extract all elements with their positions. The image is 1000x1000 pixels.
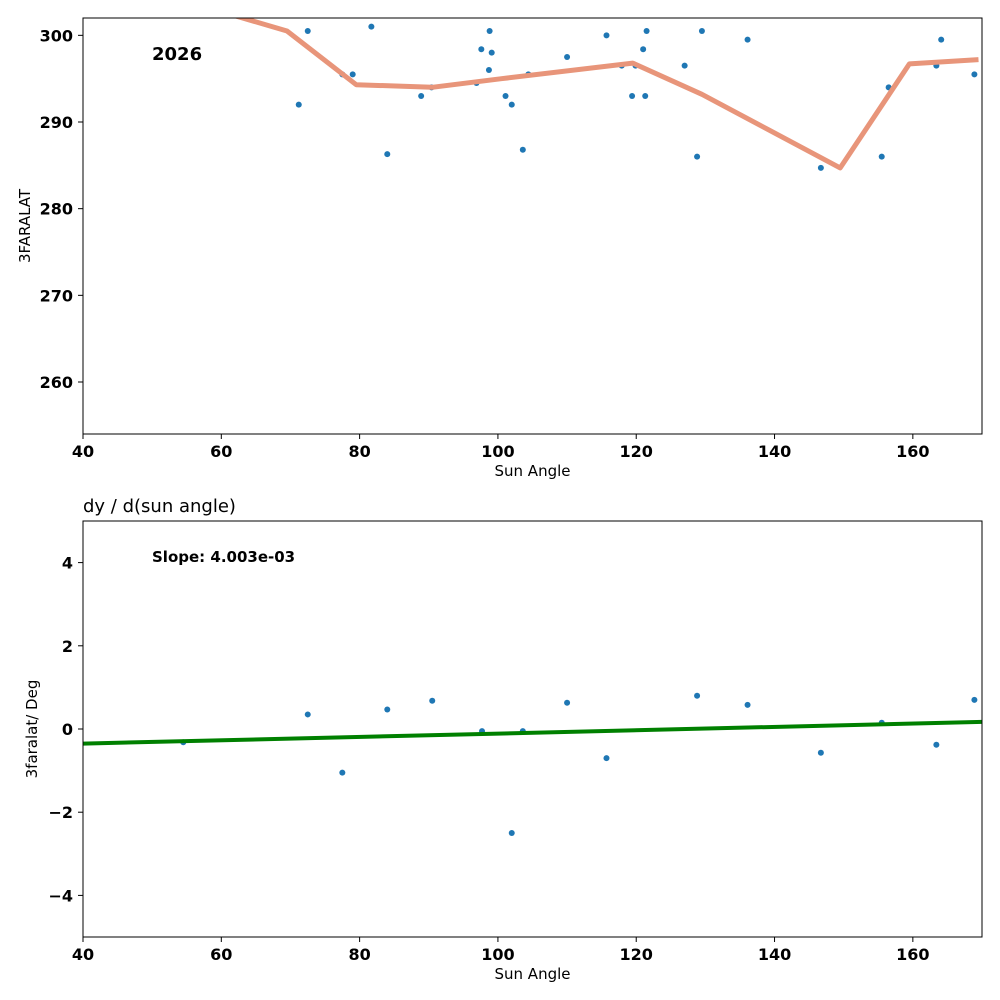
- data-point: [486, 28, 493, 34]
- data-point: [933, 741, 940, 748]
- data-point: [817, 749, 824, 756]
- data-point: [694, 692, 701, 699]
- data-point: [642, 93, 649, 99]
- x-tick-label: 120: [620, 442, 653, 461]
- x-tick-label: 120: [620, 945, 653, 964]
- data-point: [508, 101, 515, 108]
- x-tick-label: 100: [481, 945, 514, 964]
- trend-line: [233, 18, 979, 171]
- y-tick-label: −4: [48, 886, 73, 905]
- data-point: [349, 71, 356, 78]
- x-axis-label: Sun Angle: [495, 965, 571, 983]
- data-point: [629, 93, 636, 99]
- data-point: [681, 62, 688, 69]
- data-point: [971, 71, 978, 78]
- data-point: [817, 164, 824, 171]
- data-point: [488, 49, 495, 56]
- year-annotation: 2026: [152, 44, 202, 65]
- chart-panel-2: 40 60 80 100 120 140 160 −4 −2 0 2 4 Sun Angle 3faral…: [23, 496, 983, 983]
- y-tick-label: 270: [40, 286, 73, 305]
- data-point: [603, 755, 610, 762]
- y-tick-label: 2: [62, 637, 73, 656]
- data-point: [640, 46, 647, 53]
- data-points: [295, 23, 978, 171]
- slope-fit-line: [83, 719, 982, 746]
- x-tick-label: 80: [348, 442, 370, 461]
- data-point: [384, 706, 391, 713]
- plot-frame: [82, 17, 983, 435]
- data-point: [971, 696, 978, 703]
- x-tick-label: 40: [72, 945, 94, 964]
- y-axis-label: 3FARALAT: [16, 188, 34, 263]
- data-point: [938, 36, 945, 43]
- data-point: [478, 46, 485, 53]
- chart-title: dy / d(sun angle): [83, 496, 236, 517]
- x-tick-label: 160: [896, 442, 929, 461]
- y-tick-label: 290: [40, 113, 73, 132]
- x-tick-label: 60: [210, 442, 232, 461]
- y-tick-label: 0: [62, 720, 73, 739]
- y-tick-label: 280: [40, 200, 73, 219]
- data-points: [180, 692, 978, 836]
- data-point: [384, 151, 391, 158]
- data-point: [603, 32, 610, 39]
- y-axis-label: 3faralat/ Deg: [23, 680, 41, 779]
- data-point: [304, 711, 311, 718]
- x-tick-label: 100: [481, 442, 514, 461]
- x-tick-label: 40: [72, 442, 94, 461]
- x-tick-label: 60: [210, 945, 232, 964]
- data-point: [519, 146, 526, 153]
- x-tick-label: 160: [896, 945, 929, 964]
- data-point: [643, 28, 650, 34]
- data-point: [418, 93, 425, 99]
- data-point: [368, 23, 375, 30]
- y-tick-label: −2: [48, 803, 73, 822]
- x-tick-label: 80: [348, 945, 370, 964]
- data-point: [698, 28, 705, 34]
- data-point: [564, 699, 571, 706]
- data-point: [564, 54, 571, 60]
- data-point: [744, 701, 751, 708]
- y-tick-label: 4: [62, 554, 73, 573]
- data-point: [304, 28, 311, 34]
- data-point: [502, 93, 509, 99]
- y-tick-label: 260: [40, 373, 73, 392]
- x-tick-label: 140: [758, 442, 791, 461]
- x-axis-label: Sun Angle: [495, 462, 571, 480]
- chart-panel-1: 40 60 80 100 120 140 160 260 270 280 290 300 Sun Ang…: [16, 17, 983, 480]
- plot-frame: [82, 520, 983, 938]
- data-point: [878, 153, 885, 160]
- data-point: [508, 830, 515, 836]
- data-point: [429, 697, 436, 704]
- slope-annotation: Slope: 4.003e-03: [152, 548, 295, 566]
- y-tick-label: 300: [40, 26, 73, 45]
- data-point: [485, 67, 492, 73]
- data-point: [339, 769, 346, 776]
- data-point: [744, 36, 751, 43]
- data-point: [295, 101, 302, 108]
- x-tick-label: 140: [758, 945, 791, 964]
- data-point: [694, 153, 701, 160]
